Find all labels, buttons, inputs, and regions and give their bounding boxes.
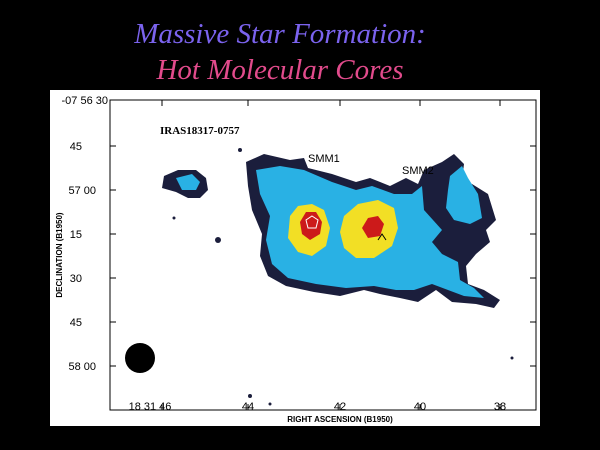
y-tick-label: 58 00 <box>68 361 96 373</box>
y-tick-label: 57 00 <box>68 185 96 197</box>
contour-low-left <box>176 174 200 190</box>
noise-speck <box>215 237 221 243</box>
x-tick-label: 40 <box>414 401 426 413</box>
x-tick-label: 44 <box>242 401 254 413</box>
x-tick-label: 18 31 46 <box>129 401 172 413</box>
source-marker-smm2 <box>377 233 387 241</box>
x-tick-label: 38 <box>494 401 506 413</box>
y-tick-label: 45 <box>70 317 82 329</box>
slide-title-line2: Hot Molecular Cores <box>156 54 404 86</box>
contour-map-svg: -07 56 30 45 57 00 15 30 45 58 00 18 31 … <box>55 95 537 424</box>
contour-peak-smm2 <box>362 216 384 238</box>
y-axis-ticks <box>110 99 536 367</box>
noise-speck <box>238 148 242 152</box>
y-tick-label: -07 56 30 <box>62 95 108 107</box>
x-axis-ticks <box>161 100 501 410</box>
smm1-label: SMM1 <box>308 153 340 165</box>
y-tick-label: 15 <box>70 229 82 241</box>
noise-speck <box>268 402 272 406</box>
slide-title-line1: Massive Star Formation: <box>134 18 426 50</box>
y-axis-label: DECLINATION (B1950) <box>55 212 64 298</box>
noise-speck <box>510 356 514 360</box>
x-axis-label: RIGHT ASCENSION (B1950) <box>287 415 393 424</box>
smm2-label: SMM2 <box>402 165 434 177</box>
noise-speck <box>172 216 176 220</box>
beam-ellipse-icon <box>125 343 155 373</box>
x-tick-label: 42 <box>334 401 346 413</box>
y-tick-label: 45 <box>70 141 82 153</box>
plot-frame <box>109 99 537 411</box>
source-name-label: IRAS18317-0757 <box>160 125 240 137</box>
contour-low-right <box>446 166 482 224</box>
noise-speck <box>248 394 252 398</box>
source-marker-smm1 <box>305 215 319 229</box>
y-tick-label: 30 <box>70 273 82 285</box>
contour-map-figure: -07 56 30 45 57 00 15 30 45 58 00 18 31 … <box>50 90 540 426</box>
